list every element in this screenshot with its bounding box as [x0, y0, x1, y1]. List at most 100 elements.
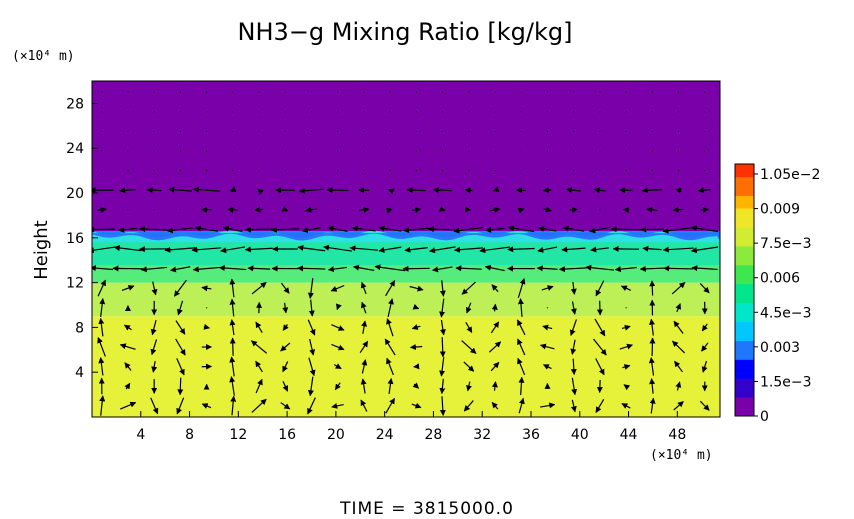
wind-vector-dot: [599, 111, 601, 113]
wind-vector: [229, 186, 237, 192]
wind-vector: [164, 246, 196, 253]
wind-vector: [98, 357, 105, 376]
wind-vector: [648, 318, 655, 336]
wind-vector-dot: [389, 111, 391, 113]
wind-vector-dot: [468, 91, 470, 93]
x-axis: 4 8 12 16 20 24 28 32 36 40 44 48: [136, 411, 686, 443]
wind-vector: [307, 319, 316, 336]
colorbar-swatch: [735, 170, 754, 178]
colorbar-swatch: [735, 252, 754, 259]
wind-vector-dot: [415, 150, 417, 152]
wind-vector-dot: [441, 150, 444, 152]
wind-vector-dot: [153, 209, 155, 211]
wind-vector-dot: [573, 130, 575, 132]
wind-vector-dot: [337, 170, 339, 172]
colorbar-swatch: [735, 390, 754, 398]
colorbar-swatch: [735, 195, 754, 203]
wind-vector-dot: [468, 111, 470, 113]
wind-vector: [192, 186, 220, 193]
wind-vector: [146, 187, 162, 194]
wind-vector: [675, 303, 681, 313]
wind-vector: [623, 384, 631, 391]
wind-vector: [412, 382, 420, 389]
wind-vector-dot: [677, 111, 680, 113]
colorbar-swatch: [735, 201, 754, 209]
wind-vector: [360, 378, 367, 394]
wind-vector: [610, 226, 642, 233]
wind-vector-dot: [232, 111, 234, 113]
wind-vector: [620, 285, 632, 292]
wind-vector: [465, 302, 472, 314]
wind-vector-dot: [310, 150, 313, 152]
y-axis: 4 8 12 16 20 24 28: [66, 96, 98, 381]
wind-vector: [119, 187, 137, 194]
chart-title: NH3−g Mixing Ratio [kg/kg]: [238, 18, 573, 46]
wind-vector: [517, 298, 524, 317]
colorbar-swatch: [735, 378, 754, 385]
colorbar-swatch: [735, 264, 754, 272]
wind-vector: [412, 207, 422, 213]
wind-vector-dot: [284, 170, 286, 172]
heatmap-layer: [92, 240, 720, 266]
wind-vector-dot: [599, 150, 601, 152]
wind-vector: [455, 265, 482, 272]
wind-vector-dot: [179, 150, 182, 152]
wind-vector: [403, 227, 430, 234]
wind-vector-dot: [310, 91, 313, 93]
wind-vector: [701, 207, 709, 213]
wind-vector: [439, 378, 446, 395]
wind-vector: [490, 361, 500, 372]
wind-vector-dot: [415, 91, 417, 93]
colorbar-swatch: [735, 365, 754, 373]
wind-vector: [123, 324, 132, 331]
wind-vector: [675, 188, 682, 194]
wind-vector: [270, 226, 300, 233]
wind-vector: [385, 397, 396, 414]
wind-vector-dot: [101, 91, 103, 93]
wind-vector: [220, 246, 246, 254]
wind-vector: [541, 285, 554, 291]
wind-vector: [305, 206, 318, 213]
wind-vector: [229, 376, 236, 396]
wind-vector-dot: [599, 170, 601, 172]
colorbar-swatch: [735, 403, 754, 411]
wind-vector-dot: [599, 209, 601, 211]
wind-vector: [387, 377, 394, 394]
wind-vector-dot: [179, 91, 182, 93]
wind-vector-dot: [127, 209, 129, 211]
wind-vector-dot: [494, 150, 496, 152]
wind-vector: [539, 343, 555, 350]
y-tick-label: 4: [75, 365, 84, 381]
wind-vector: [99, 298, 106, 318]
wind-vector: [439, 319, 446, 336]
wind-vector-dot: [389, 130, 391, 132]
wind-vector-dot: [127, 91, 129, 93]
wind-vector: [562, 225, 585, 232]
wind-vector: [621, 403, 631, 409]
colorbar-swatch: [735, 315, 754, 322]
wind-vector: [642, 245, 662, 252]
wind-vector: [439, 396, 446, 416]
wind-vector: [492, 186, 500, 193]
wind-vector: [229, 319, 236, 336]
wind-vector: [649, 397, 656, 414]
colorbar-label: 0.009: [760, 202, 800, 218]
wind-vector: [507, 246, 535, 253]
wind-vector-dot: [651, 150, 653, 152]
colorbar-swatch: [735, 371, 754, 379]
x-tick-label: 16: [278, 427, 296, 443]
wind-vector: [255, 378, 263, 394]
wind-vector: [139, 226, 169, 233]
wind-vector-dot: [127, 111, 129, 113]
wind-vector-dot: [206, 130, 208, 132]
wind-vector: [229, 337, 236, 356]
wind-vector: [351, 225, 376, 232]
wind-vector: [170, 266, 191, 273]
wind-vector: [250, 340, 268, 354]
heatmap-field: [92, 81, 720, 417]
wind-vector: [322, 244, 352, 252]
wind-vector: [439, 357, 446, 377]
wind-vector: [360, 301, 367, 314]
wind-vector: [518, 376, 525, 396]
wind-vector-dot: [494, 170, 496, 172]
